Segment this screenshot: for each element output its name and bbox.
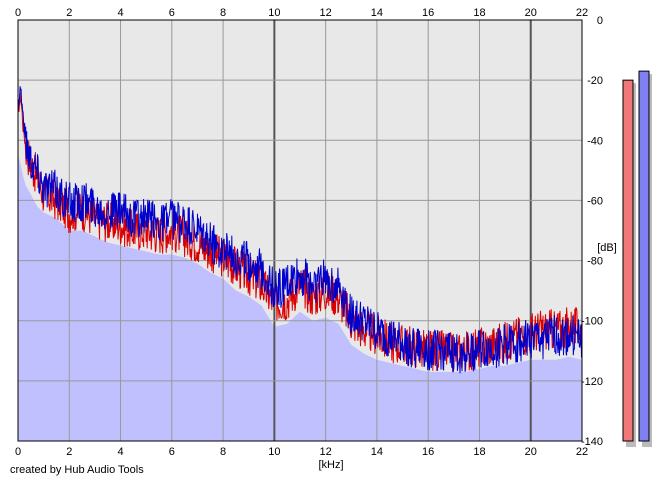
x-tick-bottom-11: 22 (576, 446, 588, 458)
plot-border (17, 19, 583, 442)
level-meter-1 (638, 70, 650, 442)
x-tick-bottom-10: 20 (525, 446, 537, 458)
x-tick-top-10: 20 (525, 7, 537, 19)
x-tick-top-5: 10 (268, 7, 280, 19)
x-tick-bottom-0: 0 (15, 446, 21, 458)
series-line-1 (17, 86, 583, 374)
x-tick-top-2: 4 (117, 7, 123, 19)
x-tick-bottom-1: 2 (66, 446, 72, 458)
x-tick-bottom-4: 8 (220, 446, 226, 458)
x-tick-top-9: 18 (473, 7, 485, 19)
area-layer (18, 155, 582, 442)
y-tick-0: 0 (597, 15, 603, 27)
x-tick-top-11: 22 (576, 7, 588, 19)
x-tick-top-8: 16 (422, 7, 434, 19)
x-tick-top-6: 12 (320, 7, 332, 19)
x-tick-bottom-8: 16 (422, 446, 434, 458)
level-meters (622, 70, 652, 448)
y-tick-7: -140 (581, 436, 603, 448)
y-tick-3: -60 (587, 195, 603, 207)
x-tick-top-3: 6 (169, 7, 175, 19)
x-tick-bottom-5: 10 (268, 446, 280, 458)
x-tick-bottom-9: 18 (473, 446, 485, 458)
y-tick-5: -100 (581, 316, 603, 328)
x-tick-top-1: 2 (66, 7, 72, 19)
y-tick-6: -120 (581, 376, 603, 388)
x-tick-top-0: 0 (15, 7, 21, 19)
y-tick-2: -40 (587, 135, 603, 147)
y-tick-1: -20 (587, 75, 603, 87)
level-meter-0 (622, 79, 634, 442)
x-tick-bottom-3: 6 (169, 446, 175, 458)
series-area-2 (18, 155, 582, 442)
x-axis-label: [kHz] (318, 459, 343, 471)
x-tick-bottom-6: 12 (320, 446, 332, 458)
x-tick-bottom-2: 4 (117, 446, 123, 458)
credit-text: created by Hub Audio Tools (10, 464, 144, 476)
x-tick-bottom-7: 14 (371, 446, 383, 458)
y-axis-label: [dB] (597, 242, 617, 254)
x-tick-top-4: 8 (220, 7, 226, 19)
series-layer (17, 86, 583, 374)
y-tick-4: -80 (587, 256, 603, 268)
y-tick-labels: 0 -20 -40 -60 -80 -100 -120 -140 (581, 15, 603, 448)
x-tick-top-7: 14 (371, 7, 383, 19)
